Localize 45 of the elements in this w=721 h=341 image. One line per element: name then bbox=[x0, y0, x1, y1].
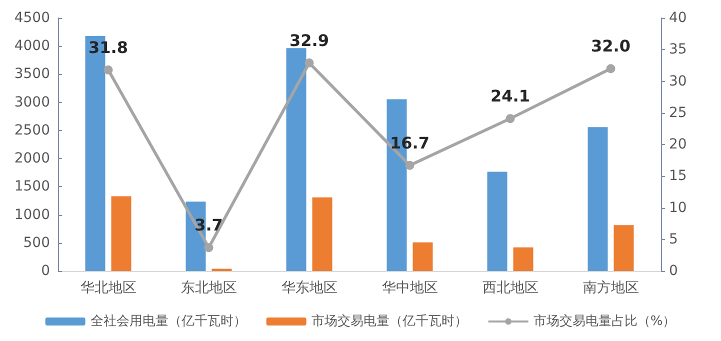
y-tick-label: 3000 bbox=[14, 94, 50, 110]
data-label: 24.1 bbox=[490, 86, 530, 106]
y-tick-label: 500 bbox=[23, 234, 50, 251]
bar bbox=[513, 247, 534, 271]
y-tick-label: 1000 bbox=[14, 206, 50, 223]
legend-label: 市场交易电量占比（%） bbox=[533, 313, 676, 329]
bar bbox=[412, 242, 433, 271]
y2-tick-label: 20 bbox=[669, 136, 687, 152]
bar bbox=[614, 225, 634, 271]
y-tick-label: 4000 bbox=[14, 38, 50, 54]
legend-label: 全社会用电量（亿千瓦时） bbox=[90, 314, 246, 329]
bar bbox=[312, 197, 332, 271]
y-tick-label: 1500 bbox=[14, 178, 50, 195]
point bbox=[304, 58, 314, 68]
y-tick-label: 0 bbox=[41, 263, 50, 279]
x-tick-label: 西北地区 bbox=[482, 280, 538, 296]
bar bbox=[286, 48, 306, 271]
data-label: 32.0 bbox=[591, 36, 630, 56]
y2-tick-label: 30 bbox=[669, 73, 687, 90]
y2-tick-label: 25 bbox=[669, 104, 687, 121]
x-tick-label: 华中地区 bbox=[382, 280, 438, 296]
x-tick-label: 南方地区 bbox=[582, 280, 639, 296]
y2-tick-label: 0 bbox=[669, 263, 678, 279]
bar bbox=[487, 172, 508, 271]
y2-tick-label: 40 bbox=[669, 10, 687, 26]
x-tick-label: 华北地区 bbox=[80, 280, 136, 296]
y2-tick-label: 5 bbox=[669, 231, 678, 248]
legend-label: 市场交易电量（亿千瓦时） bbox=[311, 313, 468, 329]
y2-tick-label: 35 bbox=[669, 42, 687, 58]
point bbox=[405, 160, 414, 170]
y-tick-label: 2000 bbox=[14, 150, 50, 167]
data-label: 32.9 bbox=[290, 30, 329, 50]
point bbox=[104, 65, 113, 74]
x-tick-label: 华东地区 bbox=[281, 280, 338, 296]
bar bbox=[588, 127, 608, 271]
bar bbox=[111, 196, 132, 271]
point bbox=[506, 114, 515, 124]
point bbox=[204, 243, 214, 252]
y2-tick-label: 15 bbox=[669, 168, 687, 184]
y-tick-label: 3500 bbox=[14, 66, 50, 82]
point bbox=[606, 64, 616, 74]
x-tick-label: 东北地区 bbox=[180, 280, 237, 296]
y-tick-label: 4500 bbox=[14, 10, 50, 26]
y-tick-label: 2500 bbox=[14, 122, 50, 138]
y2-tick-label: 10 bbox=[669, 200, 687, 216]
